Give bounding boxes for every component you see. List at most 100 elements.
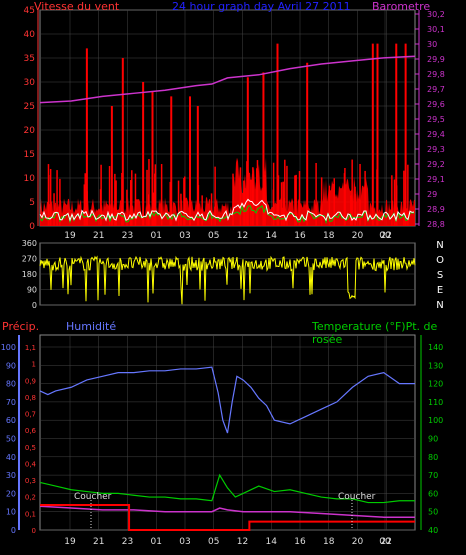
humidity-x-tick-label: 16 [294, 537, 306, 547]
wind-x-tick-label: 16 [294, 231, 306, 241]
direction-tick-label: 180 [22, 270, 37, 279]
precip-tick-label: 0,2 [25, 494, 36, 502]
wind-tick-label: 5 [29, 198, 35, 208]
barometer-line [39, 55, 416, 104]
precip-tick-label: 0,7 [25, 411, 36, 419]
wind-panel-frame [39, 9, 416, 227]
precip-label: Précip. [2, 320, 40, 333]
temp-tick-label: 90 [428, 435, 438, 444]
compass-label: N [436, 300, 443, 311]
barometer-label: Barometre [372, 0, 431, 13]
wind-x-tick-label: 00 [379, 231, 391, 241]
dewpoint-line [39, 505, 415, 518]
wind-tick-label: 10 [24, 174, 36, 184]
wind-x-tick-label: 01 [151, 231, 162, 241]
compass-label: O [436, 255, 444, 266]
direction-tick-label: 270 [22, 255, 37, 264]
humidity-x-tick-label: 01 [151, 537, 162, 547]
sunset-label-2: Coucher [338, 492, 376, 502]
humidity-tick-label: 80 [6, 380, 16, 389]
baro-tick-label: 29,9 [427, 55, 445, 64]
wind-label: Vitesse du vent [34, 0, 120, 13]
baro-tick-label: 30,1 [427, 25, 445, 34]
wind-tick-label: 20 [24, 126, 36, 136]
precip-tick-label: 1,1 [25, 344, 36, 352]
humidity-tick-label: 40 [6, 453, 16, 462]
humidity-x-tick-label: 23 [122, 537, 133, 547]
humidity-x-tick-label: 12 [237, 537, 248, 547]
wind-tick-label: 30 [24, 78, 36, 88]
humidity-tick-label: 0 [11, 526, 16, 535]
humidity-x-tick-label: 00 [379, 537, 391, 547]
wind-avg-white [39, 198, 415, 222]
precip-tick-label: 0,8 [25, 394, 36, 402]
humidity-tick-label: 10 [6, 508, 16, 517]
precip-tick-label: 0,3 [25, 477, 36, 485]
wind-tick-label: 0 [29, 222, 35, 232]
wind-tick-label: 15 [24, 150, 35, 160]
compass-label: S [437, 270, 443, 281]
baro-tick-label: 29,6 [427, 100, 445, 109]
baro-tick-label: 29,4 [427, 130, 445, 139]
wind-x-tick-label: 23 [122, 231, 133, 241]
baro-tick-label: 30,2 [427, 10, 445, 19]
wind-x-tick-label: 21 [93, 231, 104, 241]
temp-tick-label: 140 [428, 343, 443, 352]
humidity-x-tick-label: 03 [179, 537, 190, 547]
temp-tick-label: 100 [428, 416, 443, 425]
baro-tick-label: 28,9 [427, 205, 445, 214]
compass-label: E [437, 285, 443, 296]
baro-tick-label: 29,8 [427, 70, 445, 79]
temp-tick-label: 120 [428, 380, 443, 389]
humidity-x-tick-label: 21 [93, 537, 104, 547]
chart-title: 24 hour graph day Avril 27 2011 [172, 0, 351, 13]
direction-tick-label: 0 [32, 301, 37, 310]
temp-tick-label: 70 [428, 471, 438, 480]
wind-x-tick-label: 18 [323, 231, 335, 241]
precip-line [40, 504, 415, 531]
precip-tick-label: 0,6 [25, 427, 37, 435]
humidity-tick-label: 60 [6, 416, 16, 425]
wind-x-tick-label: 19 [64, 231, 76, 241]
humidity-tick-label: 100 [1, 343, 16, 352]
temp-tick-label: 110 [428, 398, 443, 407]
precip-tick-label: 0,5 [25, 444, 36, 452]
wind-tick-label: 45 [24, 6, 35, 16]
precip-tick-label: 0,4 [25, 460, 37, 468]
baro-tick-label: 29,7 [427, 85, 445, 94]
humidity-x-tick-label: 20 [352, 537, 364, 547]
temperature-line [39, 473, 415, 504]
humidity-tick-label: 70 [6, 398, 16, 407]
precip-tick-label: 1 [32, 361, 36, 369]
precip-tick-label: 0,1 [25, 510, 36, 518]
temp-tick-label: 40 [428, 526, 438, 535]
wind-x-tick-label: 03 [179, 231, 190, 241]
humidity-line [39, 366, 415, 434]
wind-x-tick-label: 12 [237, 231, 248, 241]
wind-tick-label: 35 [24, 54, 35, 64]
temp-tick-label: 130 [428, 361, 443, 370]
humidity-x-tick-label: 18 [323, 537, 335, 547]
temperature-label: Temperature (°F)Pt. de rosée [312, 320, 438, 346]
wind-tick-label: 25 [24, 102, 35, 112]
baro-tick-label: 29,2 [427, 160, 445, 169]
humidity-tick-label: 50 [6, 435, 16, 444]
humidity-x-tick-label: 05 [208, 537, 219, 547]
baro-tick-label: 30 [427, 40, 437, 49]
humidity-tick-label: 90 [6, 361, 16, 370]
wind-tick-label: 40 [24, 30, 36, 40]
compass-label: N [436, 240, 443, 251]
humidity-label: Humidité [66, 320, 117, 333]
humidity-x-tick-label: 14 [266, 537, 278, 547]
baro-tick-label: 29,5 [427, 115, 445, 124]
baro-tick-label: 29,1 [427, 175, 445, 184]
direction-tick-label: 360 [22, 239, 37, 248]
wind-x-tick-label: 14 [266, 231, 278, 241]
direction-tick-label: 90 [27, 286, 37, 295]
humidity-x-tick-label: 22 [381, 537, 392, 547]
temp-tick-label: 80 [428, 453, 438, 462]
humidity-tick-label: 20 [6, 489, 16, 498]
temp-tick-label: 50 [428, 508, 438, 517]
